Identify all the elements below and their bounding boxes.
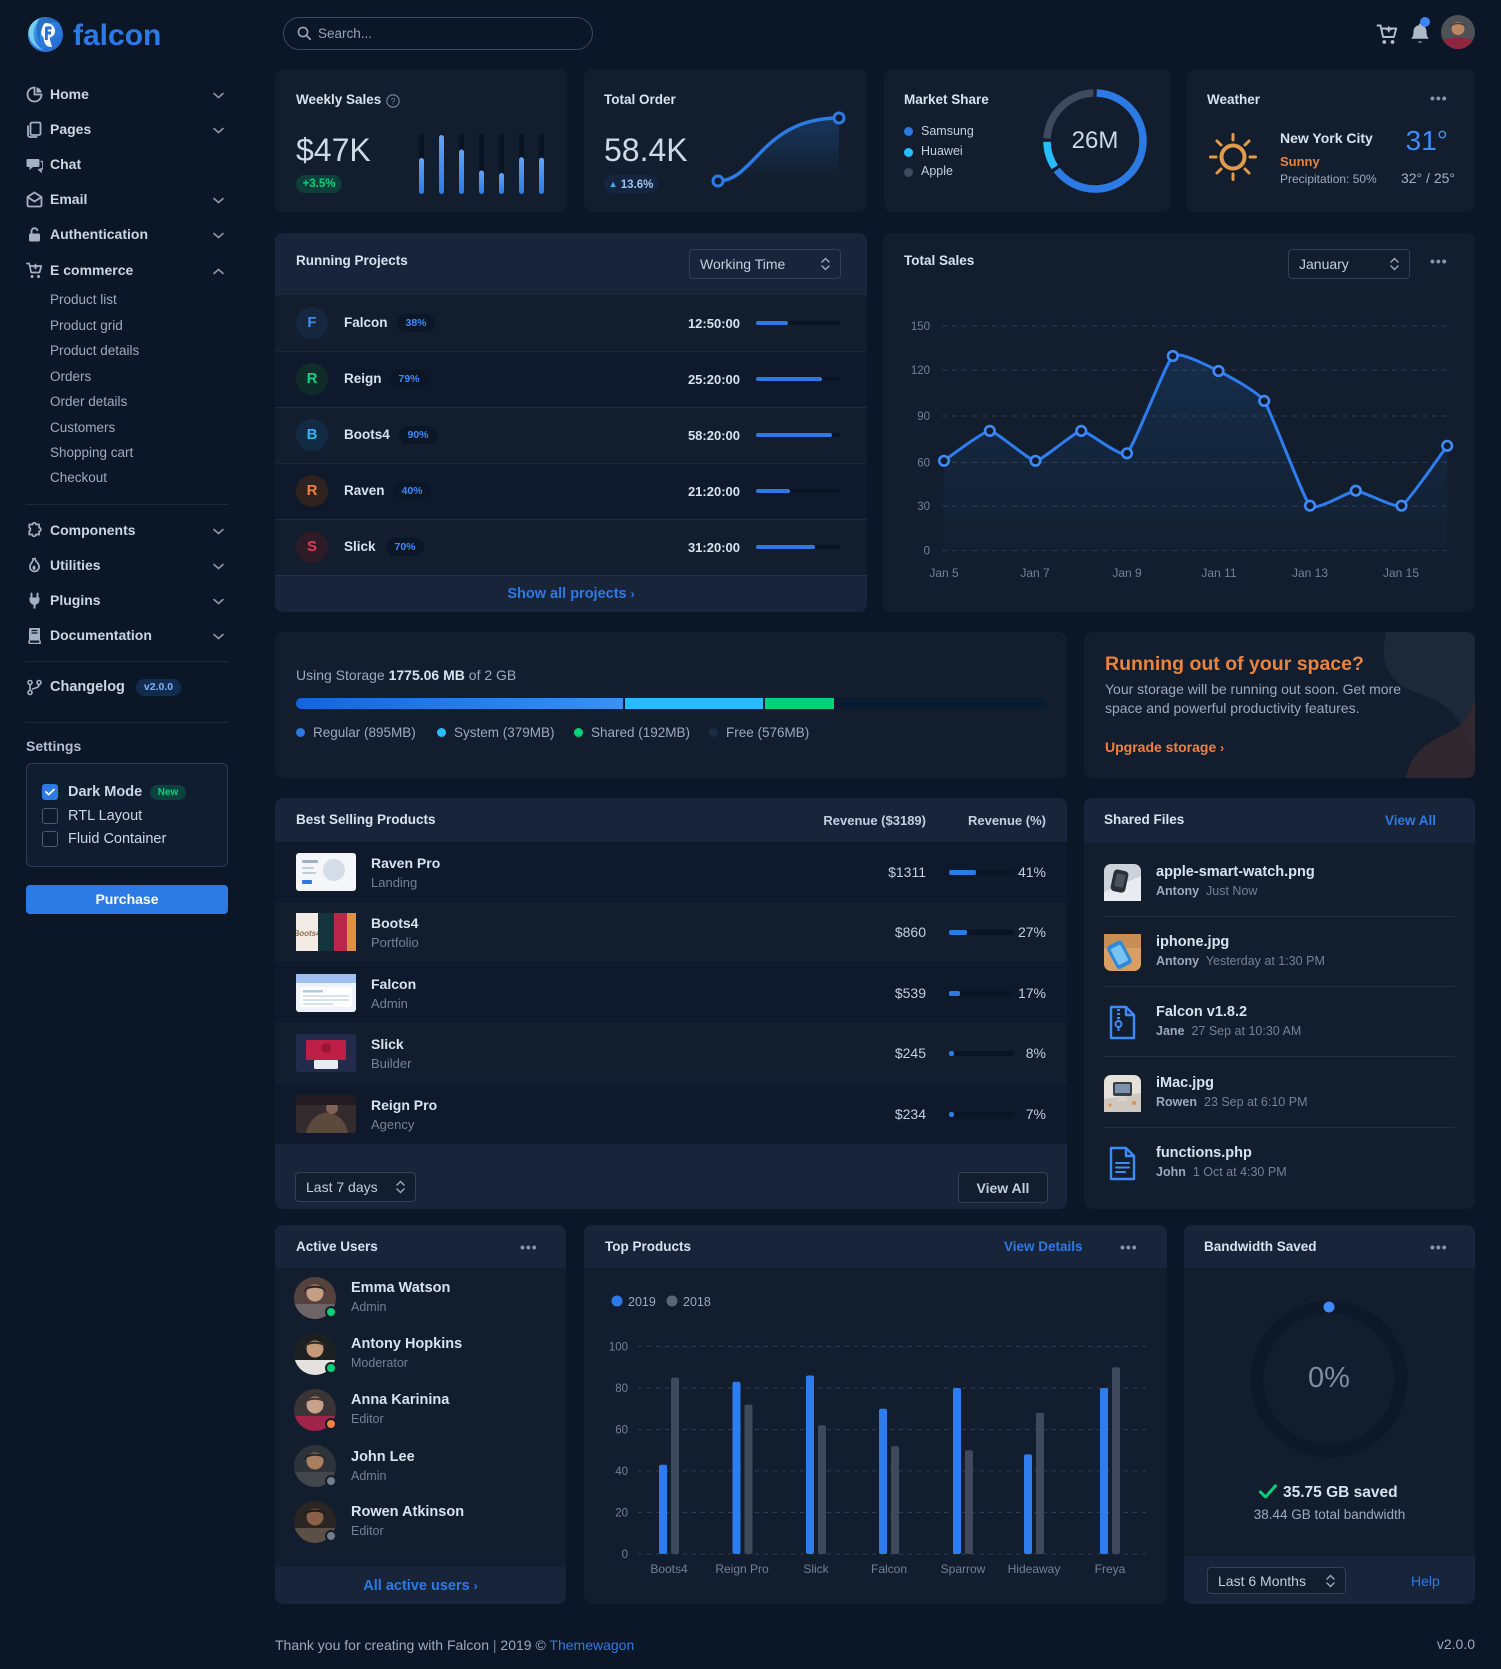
svg-text:20: 20 — [615, 1508, 628, 1520]
svg-text:Boots4: Boots4 — [296, 929, 321, 938]
svg-text:120: 120 — [911, 365, 930, 377]
svg-text:Boots4: Boots4 — [650, 1562, 688, 1576]
svg-text:90: 90 — [917, 411, 930, 423]
svg-text:Jan 15: Jan 15 — [1383, 566, 1419, 580]
svg-text:Jan 11: Jan 11 — [1201, 566, 1236, 580]
svg-text:0: 0 — [924, 546, 930, 558]
svg-text:Falcon: Falcon — [871, 1562, 907, 1576]
svg-text:0: 0 — [622, 1549, 628, 1561]
svg-text:Sparrow: Sparrow — [941, 1562, 986, 1576]
svg-text:80: 80 — [615, 1383, 628, 1395]
svg-text:2019: 2019 — [628, 1295, 656, 1309]
svg-text:40: 40 — [615, 1466, 628, 1478]
svg-text:?: ? — [391, 96, 396, 106]
svg-text:Jan 7: Jan 7 — [1020, 566, 1050, 580]
svg-text:Slick: Slick — [803, 1562, 829, 1576]
svg-text:Jan 13: Jan 13 — [1292, 566, 1328, 580]
svg-text:60: 60 — [917, 458, 930, 470]
svg-text:Jan 9: Jan 9 — [1112, 566, 1142, 580]
svg-text:60: 60 — [615, 1425, 628, 1437]
svg-text:30: 30 — [917, 501, 930, 513]
svg-text:100: 100 — [609, 1342, 628, 1354]
svg-text:Freya: Freya — [1095, 1562, 1126, 1576]
svg-text:Reign Pro: Reign Pro — [715, 1562, 769, 1576]
svg-text:Jan 5: Jan 5 — [929, 566, 959, 580]
svg-text:Hideaway: Hideaway — [1008, 1562, 1061, 1576]
svg-text:150: 150 — [911, 321, 930, 333]
svg-text:2018: 2018 — [683, 1295, 711, 1309]
